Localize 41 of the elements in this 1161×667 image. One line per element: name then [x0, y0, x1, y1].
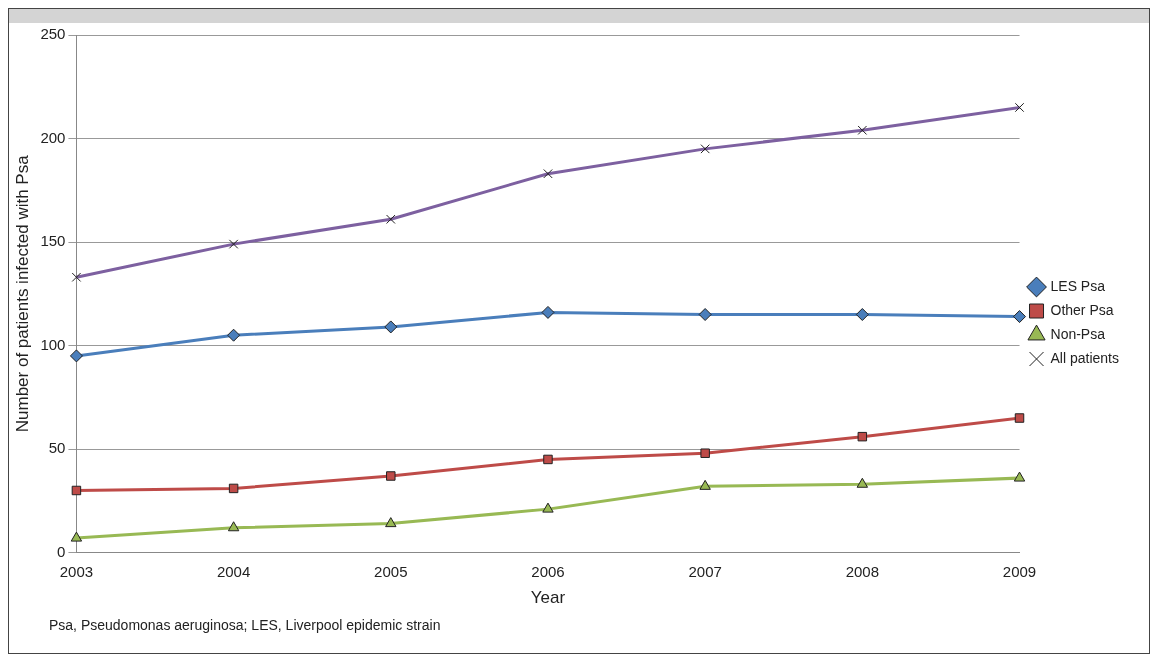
legend-label: Non-Psa	[1050, 325, 1106, 342]
point	[227, 328, 241, 342]
legend-label: All patients	[1050, 349, 1119, 366]
point	[700, 448, 710, 458]
y-tick-label: 150	[40, 232, 66, 250]
point	[385, 517, 397, 528]
point	[1013, 310, 1027, 324]
point	[384, 320, 398, 334]
point	[1014, 413, 1025, 423]
point	[71, 485, 82, 496]
point	[857, 431, 868, 442]
point	[698, 308, 712, 321]
point	[386, 471, 396, 481]
x-tick-label: 2006	[531, 562, 565, 580]
point	[543, 454, 553, 465]
x-tick-label: 2003	[59, 562, 94, 580]
y-tick-label: 250	[40, 25, 66, 43]
x-axis-title: Year	[530, 588, 566, 608]
point	[228, 483, 239, 494]
legend-label: LES Psa	[1050, 277, 1106, 294]
point	[69, 349, 83, 363]
point	[541, 305, 555, 319]
point	[70, 531, 83, 542]
x-tick-label: 2008	[845, 562, 880, 580]
point	[227, 521, 240, 532]
x-tick-label: 2009	[1002, 562, 1037, 580]
y-tick-label: 50	[48, 439, 66, 457]
point	[855, 308, 869, 321]
y-tick-label: 200	[40, 128, 66, 146]
legend-label: Other Psa	[1050, 301, 1114, 318]
x-tick-label: 2007	[688, 562, 722, 580]
point	[1013, 471, 1026, 482]
point	[856, 477, 869, 488]
point	[699, 479, 711, 490]
y-tick-label: 0	[57, 542, 66, 560]
y-axis-title: Number of patients infected with Psa	[12, 154, 32, 433]
text: Psa, Pseudomonas aeruginosa; LES, Liverpool epidemic strain	[48, 616, 442, 635]
point	[542, 502, 554, 513]
x-tick-label: 2005	[374, 562, 408, 580]
y-tick-label: 100	[40, 335, 66, 353]
x-tick-label: 2004	[216, 562, 251, 580]
